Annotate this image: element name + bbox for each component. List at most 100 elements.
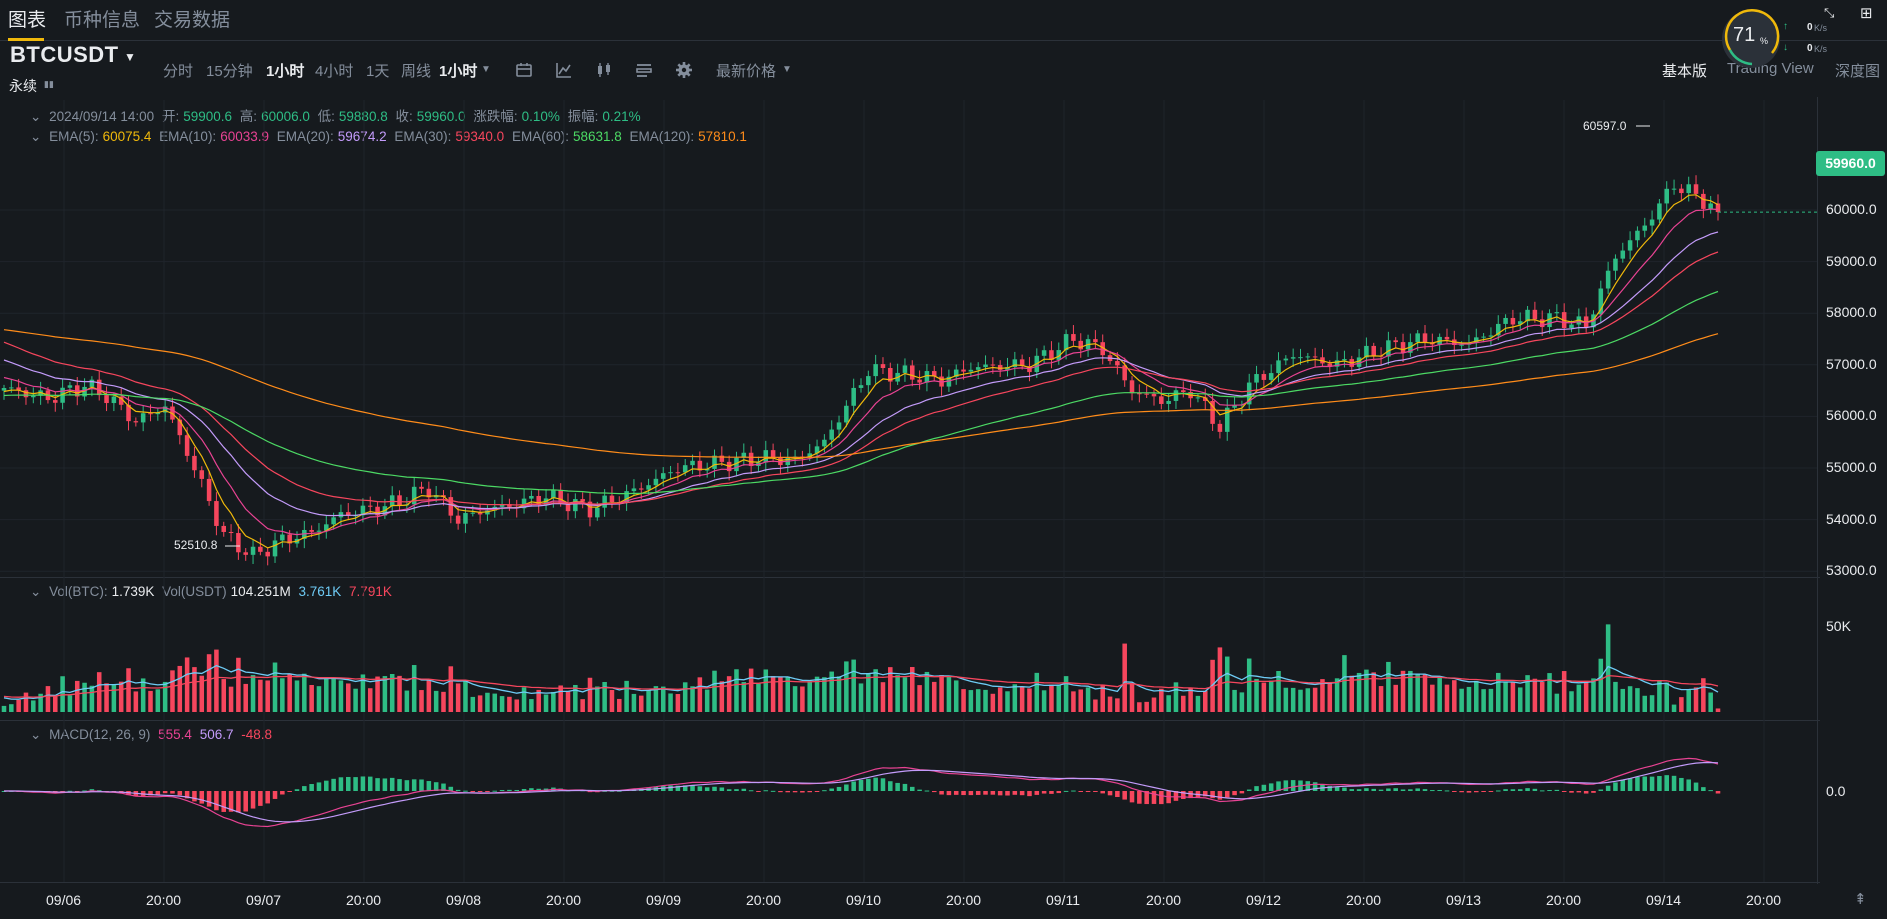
price-mode-dropdown[interactable]: 最新价格 — [716, 63, 777, 80]
volume-axis-tick: 50K — [1826, 618, 1851, 634]
minimize-icon[interactable]: ⤡ — [1824, 5, 1835, 20]
price-mode-caret-icon[interactable]: ▼ — [782, 64, 792, 75]
candle-body — [1400, 342, 1406, 353]
view-depth[interactable]: 深度图 — [1835, 63, 1881, 80]
zoom-reset-icon[interactable]: ⇞ — [1854, 891, 1867, 908]
volume-bar — [265, 680, 270, 712]
macd-histogram-bar — [888, 781, 893, 791]
calendar-icon[interactable] — [515, 61, 533, 79]
volume-pane-separator[interactable] — [0, 577, 1820, 578]
legend-collapse-icon[interactable]: ⌄ — [30, 109, 42, 124]
symbol-name[interactable]: BTCUSDT — [10, 42, 119, 67]
macd-histogram-bar — [748, 790, 754, 792]
macd-histogram-bar — [1495, 790, 1501, 792]
symbol-dropdown-icon[interactable]: ▼ — [124, 50, 136, 64]
candle-body — [1342, 359, 1347, 361]
volume-bar — [961, 689, 966, 712]
volume-collapse-icon[interactable]: ⌄ — [30, 584, 42, 599]
grid-menu-icon[interactable]: ⊞ — [1860, 5, 1873, 22]
settings-gear-icon[interactable] — [675, 61, 693, 79]
volume-bar — [1393, 684, 1398, 712]
volume-bar — [1400, 670, 1406, 712]
volume-bar — [1576, 684, 1582, 712]
volume-bar — [1144, 701, 1149, 712]
volume-bar — [243, 683, 248, 712]
time-tick: 20:00 — [1746, 892, 1782, 908]
candle-body — [192, 455, 197, 471]
candle-body — [1019, 359, 1025, 367]
interval-week[interactable]: 周线 — [401, 63, 432, 80]
volume-bar — [16, 699, 21, 712]
macd-histogram-bar — [1613, 782, 1618, 791]
macd-histogram-bar — [170, 791, 175, 794]
tab-chart[interactable]: 图表 — [8, 10, 47, 31]
macd-histogram-bar — [214, 791, 219, 811]
layout-icon[interactable] — [635, 61, 653, 79]
time-tick: 09/09 — [646, 892, 682, 908]
tab-trading-data[interactable]: 交易数据 — [154, 10, 231, 31]
volume-bar — [1041, 690, 1047, 712]
candle-style-icon[interactable] — [595, 61, 613, 79]
candle-body — [316, 530, 322, 532]
indicator-icon[interactable] — [555, 61, 573, 79]
tab-coin-info[interactable]: 币种信息 — [64, 10, 141, 31]
volume-bar — [338, 680, 344, 712]
volume-bar — [331, 677, 336, 712]
volume-bar — [1430, 684, 1435, 712]
macd-histogram-bar — [1261, 784, 1267, 791]
candle-body — [1246, 382, 1252, 405]
gauge-value: 71 — [1733, 24, 1756, 46]
candle-body — [851, 387, 856, 406]
macd-collapse-icon[interactable]: ⌄ — [30, 727, 42, 742]
interval-4h[interactable]: 4小时 — [315, 63, 354, 80]
macd-histogram-bar — [1576, 791, 1582, 793]
high-value: 60006.0 — [261, 109, 310, 124]
volume-bar — [595, 686, 600, 712]
volume-ma-short — [3, 664, 1719, 700]
macd-histogram-bar — [426, 781, 432, 791]
candle-body — [1181, 390, 1186, 392]
volume-bar — [206, 654, 212, 712]
macd-histogram-bar — [968, 791, 974, 796]
candle-body — [902, 365, 908, 373]
candle-body — [968, 369, 974, 372]
interval-1d[interactable]: 1天 — [366, 63, 390, 80]
ema120-label: EMA(120): — [629, 129, 695, 144]
volume-bar — [1246, 658, 1252, 712]
interval-1h[interactable]: 1小时 — [266, 63, 305, 80]
macd-histogram-bar — [1268, 783, 1274, 791]
volume-bar — [1642, 695, 1648, 712]
candle-body — [1283, 358, 1289, 361]
candle-body — [624, 491, 629, 503]
volume-bar — [997, 687, 1003, 712]
volume-bar — [104, 683, 109, 712]
ema-collapse-icon[interactable]: ⌄ — [30, 129, 42, 144]
volume-bar — [968, 690, 974, 712]
volume-bar — [148, 690, 153, 712]
interval-15m[interactable]: 15分钟 — [206, 63, 253, 80]
volume-bar — [1254, 678, 1259, 712]
view-basic[interactable]: 基本版 — [1662, 63, 1708, 80]
volume-bar — [653, 686, 659, 712]
macd-histogram-bar — [1708, 790, 1713, 792]
macd-histogram-bar — [1137, 791, 1142, 804]
volume-bar — [448, 666, 454, 712]
candle-body — [1012, 359, 1018, 368]
volume-bar — [111, 685, 117, 712]
macd-histogram-bar — [382, 778, 388, 791]
macd-pane-separator[interactable] — [0, 720, 1820, 721]
volume-bar — [1693, 687, 1699, 712]
interval-line[interactable]: 分时 — [163, 63, 194, 80]
time-tick: 20:00 — [946, 892, 982, 908]
amp-label: 振幅: — [567, 109, 599, 124]
candle-body — [1334, 360, 1340, 367]
volume-bar — [74, 680, 80, 712]
interval-more-dropdown[interactable]: 1小时 — [439, 63, 478, 80]
volume-bar — [851, 659, 856, 712]
volume-bar — [53, 696, 58, 712]
interval-more-caret-icon[interactable]: ▼ — [481, 64, 491, 75]
candle-body — [250, 546, 256, 555]
candle-body — [953, 369, 959, 377]
vol-usdt-label: Vol(USDT) — [162, 584, 227, 599]
